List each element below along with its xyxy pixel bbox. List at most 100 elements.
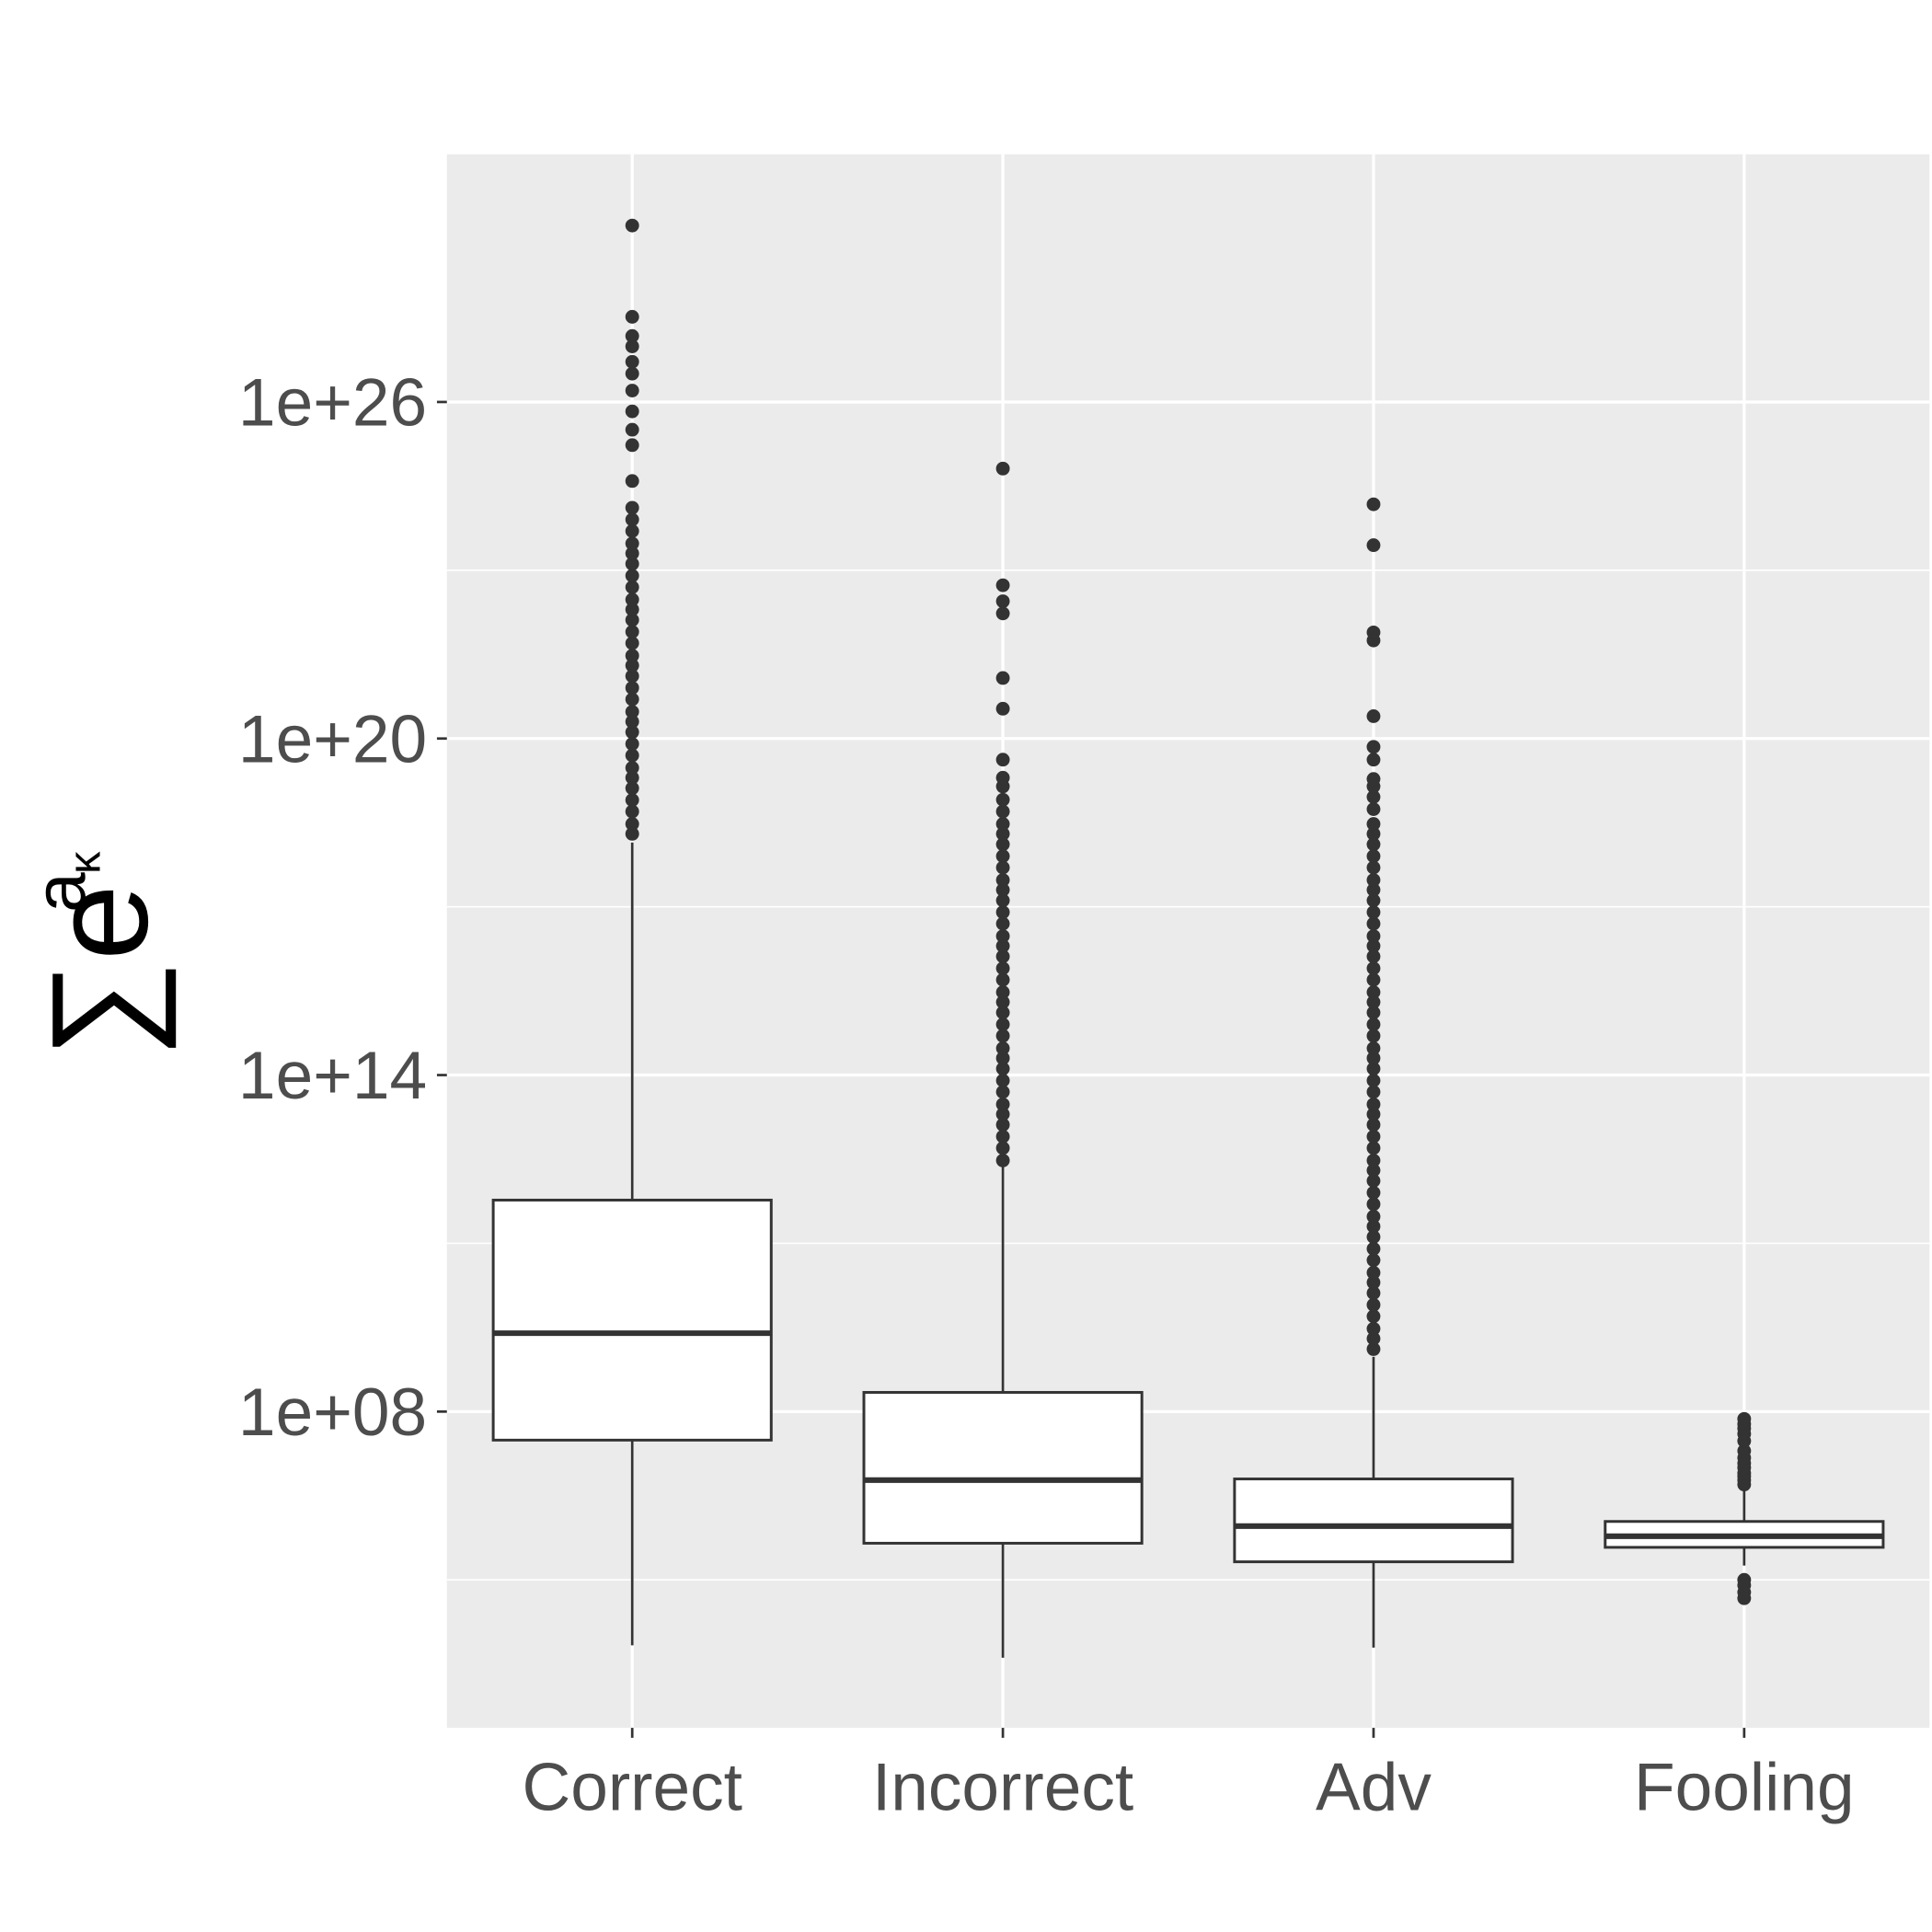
outlier [995,1041,1010,1055]
outlier [995,837,1010,852]
outlier [995,1118,1010,1133]
outlier [1366,1174,1381,1188]
outlier [995,949,1010,964]
outlier [995,860,1010,875]
outlier [995,905,1010,919]
outlier [1366,1341,1381,1356]
outlier [1366,873,1381,888]
y-label-sub: κ [60,851,109,874]
outlier [1366,1029,1381,1043]
outlier [1366,625,1381,639]
outlier [995,893,1010,908]
box [491,1198,773,1442]
outlier [1366,882,1381,897]
outlier [995,671,1010,685]
outlier [625,512,639,527]
outlier [995,873,1010,888]
outlier [1366,1097,1381,1111]
outlier [995,770,1010,785]
outlier [1366,893,1381,908]
outlier [1737,1591,1752,1605]
outlier [625,793,639,808]
outlier [1366,1331,1381,1346]
outlier [625,748,639,763]
outlier [625,218,639,233]
outlier [625,658,639,673]
x-tick-label: Adv [1316,1750,1432,1824]
outlier [625,384,639,397]
outlier [1366,905,1381,919]
outlier [1366,972,1381,987]
outlier [1366,789,1381,804]
outlier [995,1085,1010,1099]
outlier [995,804,1010,819]
outlier [625,826,639,841]
outlier [995,461,1010,476]
outlier [625,603,639,616]
outlier [1366,837,1381,852]
outlier [625,817,639,832]
outlier [1366,1265,1381,1280]
outlier [995,1141,1010,1156]
outlier [625,625,639,639]
box [1233,1478,1514,1564]
outlier [625,500,639,515]
outlier [1366,1153,1381,1167]
outlier [1366,1163,1381,1178]
outlier [1366,849,1381,864]
y-tick-label: 1e+08 [238,1375,427,1450]
outlier [625,725,639,740]
outlier [1737,1411,1752,1426]
y-tick-label: 1e+20 [238,702,427,776]
outlier [625,546,639,560]
outlier [995,1029,1010,1043]
outlier [995,961,1010,975]
outlier [625,557,639,571]
outlier [1366,1230,1381,1244]
outlier [1366,1129,1381,1144]
y-label-sup: a [19,872,100,913]
outlier [625,692,639,707]
outlier [995,1129,1010,1144]
outlier [1366,538,1381,553]
outlier [1366,1297,1381,1312]
outlier [625,714,639,729]
outlier [1366,1074,1381,1087]
outlier [1366,1006,1381,1020]
outlier [1366,709,1381,723]
x-tick-label: Fooling [1634,1750,1855,1824]
y-tick-label: 1e+26 [238,366,427,441]
outlier [995,849,1010,864]
x-tick-label: Incorrect [872,1750,1133,1824]
outlier [1366,1309,1381,1324]
outlier [625,474,639,489]
outlier [625,681,639,696]
outlier [1366,1286,1381,1300]
outlier [1366,772,1381,787]
outlier [1366,740,1381,754]
outlier [1366,1062,1381,1076]
outlier [995,1107,1010,1121]
outlier [625,536,639,551]
outlier [625,770,639,785]
outlier [625,636,639,650]
outlier [1366,1018,1381,1031]
outlier [995,916,1010,931]
outlier [995,985,1010,999]
outlier [995,753,1010,767]
outlier [995,826,1010,841]
outlier [1366,985,1381,999]
outlier [995,1062,1010,1076]
outlier [625,404,639,419]
outlier [1366,995,1381,1009]
outlier [1366,802,1381,816]
outlier [625,366,639,381]
x-tick-label: Correct [522,1750,742,1824]
outlier [995,882,1010,897]
outlier [995,1018,1010,1031]
outlier [625,354,639,369]
outlier [1737,1443,1752,1458]
outlier [1366,1219,1381,1234]
outlier [1366,1253,1381,1268]
outlier [995,817,1010,832]
